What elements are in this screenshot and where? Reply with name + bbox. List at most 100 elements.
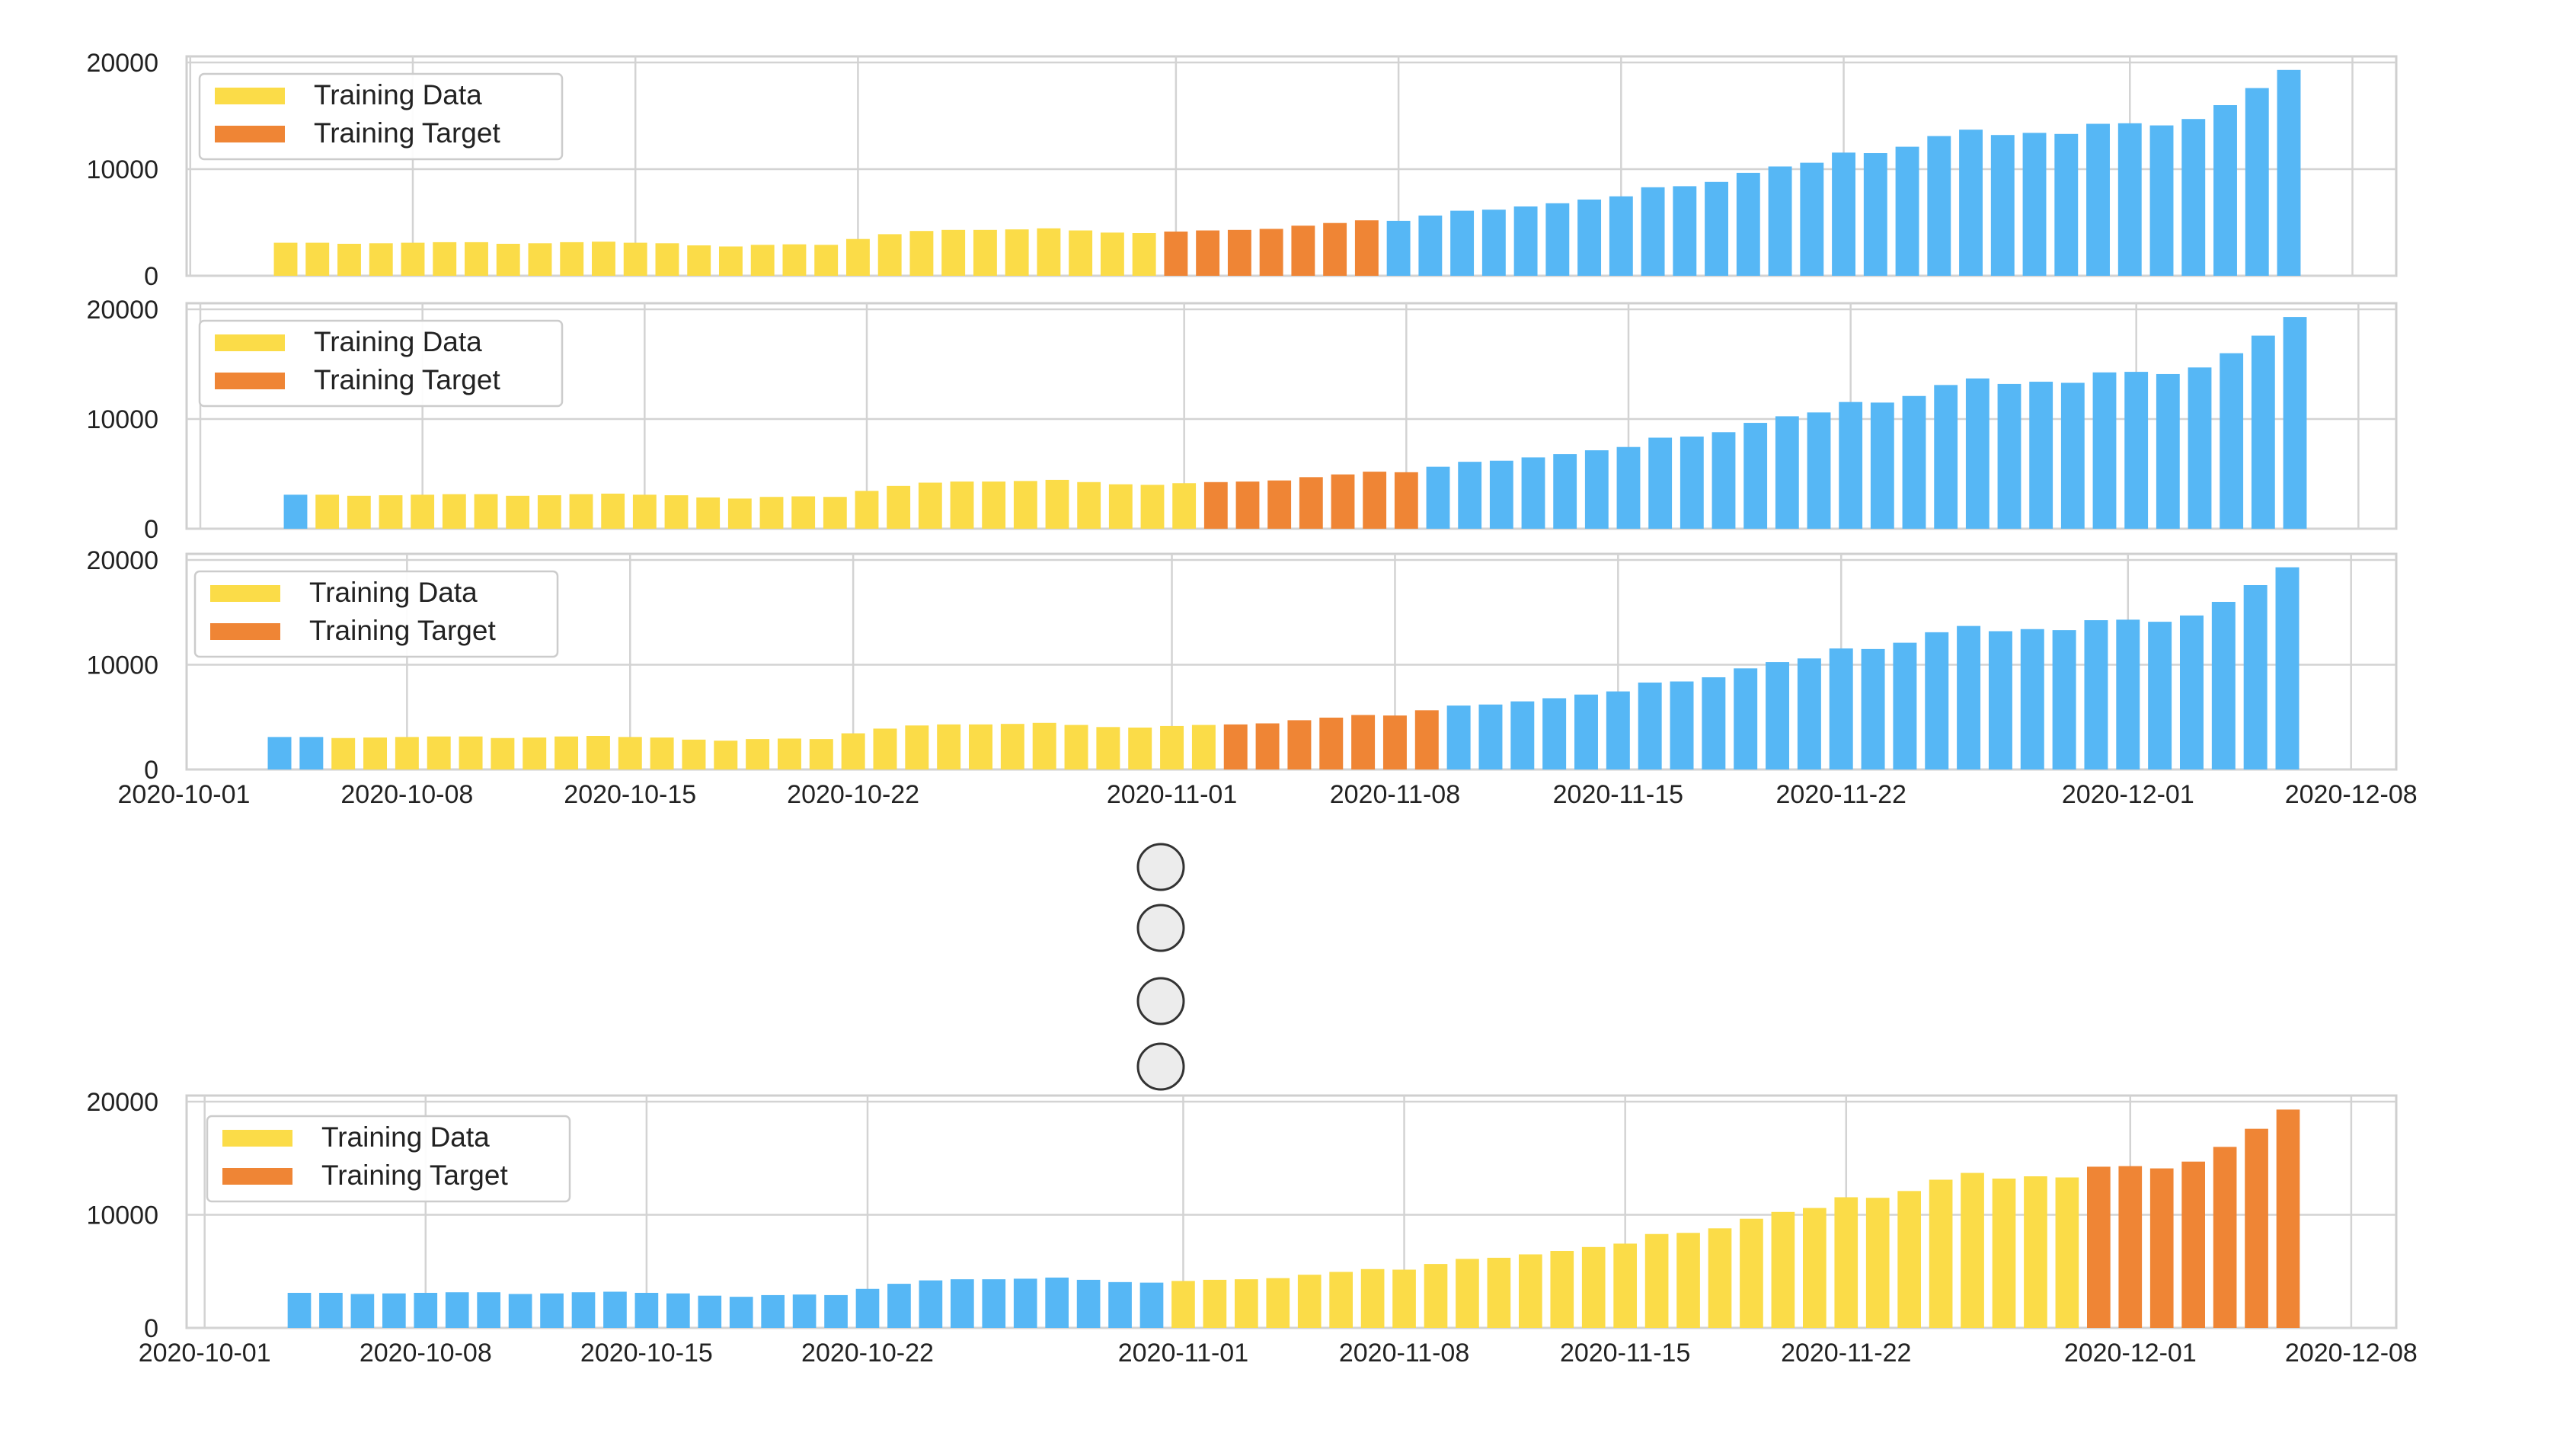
bar	[664, 495, 689, 529]
bar	[1736, 172, 1760, 276]
bar	[287, 1292, 312, 1328]
legend: Training Data Training Target	[198, 72, 564, 161]
x-tick-label: 2020-11-15	[1560, 1339, 1690, 1368]
legend-box	[198, 319, 564, 408]
bar	[337, 244, 361, 276]
bar	[877, 234, 902, 276]
bar	[1670, 681, 1694, 769]
bar	[540, 1293, 564, 1328]
legend-swatch-training-data	[215, 88, 285, 104]
bar	[750, 245, 775, 276]
bar	[1638, 682, 1662, 769]
legend-label-training-data: Training Data	[309, 577, 478, 608]
bar	[506, 495, 530, 529]
bar	[1613, 1243, 1638, 1328]
bar	[969, 724, 992, 769]
bar	[2213, 105, 2237, 276]
x-tick-label: 2020-11-08	[1339, 1339, 1469, 1368]
bar	[791, 496, 816, 529]
bar	[2275, 567, 2300, 769]
y-tick-label: 10000	[86, 651, 158, 680]
bar	[718, 246, 743, 276]
x-tick-label: 2020-11-22	[1776, 780, 1906, 809]
legend-swatch-training-data	[215, 334, 285, 351]
legend-swatch-training-data	[222, 1130, 292, 1147]
bar	[1414, 710, 1439, 769]
bar	[1331, 474, 1355, 529]
x-tick-label: 2020-10-08	[360, 1339, 492, 1368]
x-tick-label: 2020-10-22	[787, 780, 919, 809]
bar	[1680, 437, 1704, 529]
bar	[729, 1297, 753, 1328]
bar	[682, 739, 706, 769]
x-tick-label: 2020-12-08	[2285, 780, 2418, 809]
bar	[2213, 1147, 2237, 1328]
vertical-ellipsis-icon	[1136, 843, 1185, 1091]
bar	[603, 1291, 627, 1328]
bar	[2276, 1109, 2300, 1328]
bar	[887, 485, 911, 529]
bar	[973, 229, 997, 276]
bar	[2022, 133, 2047, 276]
bar	[319, 1292, 343, 1328]
bar	[1005, 229, 1029, 276]
legend-swatch-training-target	[215, 126, 285, 142]
bar	[1363, 472, 1387, 529]
bar	[363, 737, 388, 769]
bar	[1386, 220, 1411, 276]
bar	[824, 1294, 848, 1328]
bar	[1140, 485, 1165, 529]
bar	[1013, 1278, 1037, 1328]
x-tick-label: 2020-10-08	[340, 780, 473, 809]
bar	[1609, 196, 1633, 276]
bar	[941, 229, 966, 276]
bar	[2220, 353, 2244, 529]
bar	[1997, 383, 2021, 529]
bar	[1929, 1179, 1953, 1328]
bar	[759, 497, 784, 529]
bar	[1965, 378, 1990, 529]
bar	[569, 494, 593, 529]
bar	[823, 497, 847, 529]
bar	[299, 737, 324, 769]
bar	[1775, 416, 1799, 529]
bar	[2251, 335, 2275, 529]
bar	[586, 736, 610, 769]
bar	[491, 737, 515, 769]
bar	[655, 243, 679, 276]
bar	[1839, 401, 1863, 529]
bar	[1297, 1275, 1322, 1328]
bar	[2243, 585, 2268, 769]
bar	[1329, 1272, 1354, 1328]
ellipsis-dot-3	[1136, 977, 1185, 1025]
legend-swatch-training-data	[210, 585, 280, 602]
bar	[982, 481, 1006, 529]
bar	[305, 242, 330, 276]
bar	[1458, 462, 1482, 529]
bar	[1893, 642, 1917, 769]
bar	[909, 231, 934, 276]
y-tick-label: 20000	[86, 546, 158, 575]
bar	[1711, 432, 1736, 529]
bar	[433, 242, 457, 276]
legend-box	[206, 1115, 571, 1203]
legend-label-training-data: Training Data	[314, 79, 482, 110]
bar	[2211, 602, 2236, 769]
legend-label-training-target: Training Target	[309, 615, 496, 646]
bar	[1064, 725, 1088, 769]
bar	[1481, 210, 1506, 276]
bar	[1287, 720, 1312, 769]
bar	[315, 494, 340, 529]
bar	[1925, 632, 1949, 769]
bar	[1961, 1172, 1984, 1328]
bar	[1708, 1228, 1732, 1328]
bar	[1139, 1282, 1164, 1328]
ellipsis-dot-2	[1136, 904, 1185, 952]
bar	[2055, 1177, 2079, 1328]
bar	[350, 1294, 375, 1328]
bar	[634, 1292, 659, 1328]
bar	[1291, 226, 1315, 276]
bar	[401, 242, 425, 276]
